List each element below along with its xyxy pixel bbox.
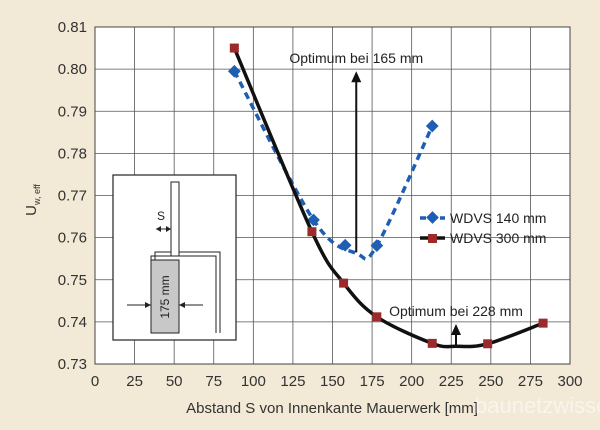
x-tick-label: 275 — [518, 373, 543, 390]
x-axis-ticks: 0 25 50 75 100 125 150 175 200 225 250 275 300 — [91, 373, 583, 390]
annotations: Optimum bei 165 mm Optimum bei 228 mm — [289, 50, 523, 347]
wall-outline-outer — [154, 251, 221, 333]
x-tick-label: 175 — [360, 373, 385, 390]
data-point — [227, 64, 241, 78]
data-point — [339, 278, 349, 288]
data-point — [483, 339, 493, 349]
data-point — [338, 238, 352, 252]
x-tick-label: 250 — [478, 373, 503, 390]
y-axis-ticks: 0.73 0.74 0.75 0.76 0.77 0.78 0.79 0.80 0.81 — [58, 19, 87, 373]
x-tick-label: 225 — [439, 373, 464, 390]
x-tick-label: 150 — [320, 373, 345, 390]
y-axis-label: Uw, eff — [23, 184, 42, 216]
data-point — [538, 318, 548, 328]
y-tick-label: 0.76 — [58, 230, 87, 247]
x-tick-label: 75 — [205, 373, 222, 390]
s-arrow-left — [156, 226, 161, 232]
legend-marker-wdvs300 — [428, 234, 437, 243]
y-axis-label-main: U — [23, 205, 40, 216]
data-point — [427, 338, 437, 348]
dim-arrow-left — [145, 302, 151, 308]
data-point — [370, 239, 384, 252]
annotation-label: Optimum bei 165 mm — [289, 50, 423, 66]
x-tick-label: 100 — [241, 373, 266, 390]
data-point — [229, 43, 239, 53]
y-tick-label: 0.75 — [58, 272, 87, 289]
data-point — [307, 227, 317, 237]
y-tick-label: 0.79 — [58, 103, 87, 120]
data-point — [425, 119, 439, 133]
y-axis-label-sub: w, eff — [32, 184, 42, 206]
x-tick-label: 300 — [557, 373, 582, 390]
s-label: S — [157, 209, 165, 223]
data-point — [307, 213, 320, 227]
y-tick-label: 0.77 — [58, 188, 87, 205]
annotation-label: Optimum bei 228 mm — [389, 303, 523, 319]
y-tick-label: 0.81 — [58, 19, 87, 36]
y-tick-label: 0.73 — [58, 356, 87, 373]
legend-label-wdvs140: WDVS 140 mm — [450, 210, 546, 226]
x-tick-label: 50 — [166, 373, 183, 390]
thickness-label: 175 mm — [158, 275, 172, 318]
insulation-block — [150, 259, 180, 334]
plot-frame — [94, 26, 571, 365]
annotation-arrowhead — [351, 71, 362, 83]
s-arrow-right — [166, 226, 171, 232]
wall-outline — [150, 255, 217, 333]
y-tick-label: 0.80 — [58, 61, 87, 78]
watermark: baunetzwissen.de — [475, 393, 600, 418]
series-layer — [227, 43, 548, 349]
x-tick-label: 25 — [126, 373, 143, 390]
data-point — [372, 312, 382, 322]
x-tick-label: 200 — [399, 373, 424, 390]
dim-arrow-right — [179, 302, 185, 308]
x-tick-label: 0 — [91, 373, 99, 390]
legend-marker-wdvs140 — [426, 211, 439, 224]
x-tick-label: 125 — [280, 373, 305, 390]
x-axis-label: Abstand S von Innenkante Mauerwerk [mm] — [186, 400, 478, 417]
wall-section-inset: S 175 mm — [112, 174, 237, 341]
series-wdvs300 — [229, 43, 548, 349]
y-tick-label: 0.78 — [58, 145, 87, 162]
legend-label-wdvs300: WDVS 300 mm — [450, 230, 546, 246]
anchor-profile — [170, 181, 180, 257]
series-line — [232, 70, 434, 261]
annotation-arrowhead — [451, 323, 461, 335]
y-tick-label: 0.74 — [58, 314, 87, 331]
legend: WDVS 140 mm WDVS 300 mm — [420, 210, 546, 246]
series-wdvs140 — [227, 64, 439, 261]
